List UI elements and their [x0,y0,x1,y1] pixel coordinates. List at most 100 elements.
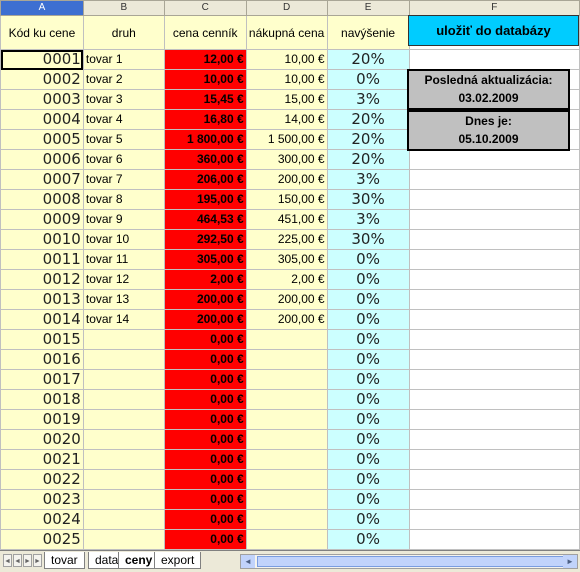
column-header-e[interactable]: E [326,0,410,16]
cell-druh[interactable] [82,369,165,390]
cell-druh[interactable]: tovar 14 [82,309,165,330]
cell-druh[interactable]: tovar 7 [82,169,165,190]
cell-nakup[interactable]: 300,00 € [245,149,328,170]
cell-f[interactable] [408,309,580,330]
cell-cena[interactable]: 10,00 € [163,69,247,90]
cell-cena[interactable]: 292,50 € [163,229,247,250]
cell-navysenie[interactable]: 0% [326,249,410,270]
cell-f[interactable] [408,349,580,370]
horizontal-scrollbar[interactable]: ◄ ► [240,554,578,569]
cell-cena[interactable]: 2,00 € [163,269,247,290]
cell-druh[interactable] [82,349,165,370]
cell-navysenie[interactable]: 3% [326,209,410,230]
cell-nakup[interactable]: 14,00 € [245,109,328,130]
header-cena[interactable]: cena cenník [163,15,247,50]
cell-navysenie[interactable]: 0% [326,529,410,550]
cell-f[interactable] [408,429,580,450]
cell-navysenie[interactable]: 0% [326,329,410,350]
next-sheet-icon[interactable]: ► [23,554,32,567]
cell-kod[interactable]: 0022 [0,469,84,490]
cell-navysenie[interactable]: 30% [326,229,410,250]
cell-f[interactable] [408,449,580,470]
cell-kod[interactable]: 0025 [0,529,84,550]
cell-cena[interactable]: 0,00 € [163,409,247,430]
cell-nakup[interactable] [245,389,328,410]
cell-druh[interactable]: tovar 11 [82,249,165,270]
cell-navysenie[interactable]: 0% [326,489,410,510]
cell-navysenie[interactable]: 0% [326,69,410,90]
cell-cena[interactable]: 0,00 € [163,469,247,490]
cell-cena[interactable]: 0,00 € [163,509,247,530]
cell-kod[interactable]: 0014 [0,309,84,330]
cell-f[interactable] [408,489,580,510]
cell-kod[interactable]: 0009 [0,209,84,230]
header-navysenie[interactable]: navýšenie [326,15,410,50]
sheet-tab-export[interactable]: export [154,552,202,569]
cell-cena[interactable]: 0,00 € [163,389,247,410]
cell-f[interactable] [408,529,580,550]
cell-nakup[interactable]: 200,00 € [245,309,328,330]
cell-nakup[interactable]: 10,00 € [245,49,328,70]
cell-cena[interactable]: 464,53 € [163,209,247,230]
cell-nakup[interactable]: 225,00 € [245,229,328,250]
cell-f[interactable] [408,269,580,290]
cell-druh[interactable] [82,449,165,470]
cell-f[interactable] [408,189,580,210]
cell-nakup[interactable] [245,469,328,490]
cell-nakup[interactable]: 1 500,00 € [245,129,328,150]
header-kod[interactable]: Kód ku cene [0,15,84,50]
cell-f[interactable] [408,169,580,190]
cell-nakup[interactable] [245,529,328,550]
cell-druh[interactable]: tovar 8 [82,189,165,210]
cell-nakup[interactable] [245,489,328,510]
cell-f[interactable] [408,369,580,390]
cell-f[interactable] [408,149,580,170]
cell-cena[interactable]: 305,00 € [163,249,247,270]
cell-druh[interactable] [82,429,165,450]
column-header-c[interactable]: C [163,0,247,16]
cell-druh[interactable]: tovar 3 [82,89,165,110]
cell-cena[interactable]: 200,00 € [163,309,247,330]
cell-nakup[interactable] [245,349,328,370]
cell-nakup[interactable] [245,449,328,470]
cell-druh[interactable] [82,529,165,550]
cell-cena[interactable]: 0,00 € [163,429,247,450]
cell-f[interactable] [408,329,580,350]
cell-nakup[interactable]: 305,00 € [245,249,328,270]
cell-f[interactable] [408,509,580,530]
cell-cena[interactable]: 0,00 € [163,349,247,370]
cell-navysenie[interactable]: 0% [326,469,410,490]
cell-druh[interactable]: tovar 13 [82,289,165,310]
cell-druh[interactable] [82,409,165,430]
cell-kod[interactable]: 0018 [0,389,84,410]
cell-f[interactable] [408,249,580,270]
cell-kod[interactable]: 0005 [0,129,84,150]
cell-nakup[interactable] [245,429,328,450]
cell-nakup[interactable]: 2,00 € [245,269,328,290]
cell-navysenie[interactable]: 0% [326,309,410,330]
cell-druh[interactable]: tovar 12 [82,269,165,290]
cell-navysenie[interactable]: 0% [326,509,410,530]
sheet-tab-tovar[interactable]: tovar [44,552,85,569]
cell-nakup[interactable] [245,329,328,350]
cell-cena[interactable]: 12,00 € [163,49,247,70]
save-to-database-button[interactable]: uložiť do databázy [408,15,579,46]
column-header-d[interactable]: D [245,0,328,16]
column-header-f[interactable]: F [408,0,580,16]
cell-cena[interactable]: 0,00 € [163,369,247,390]
cell-navysenie[interactable]: 0% [326,289,410,310]
spreadsheet-grid[interactable]: A B C D E F Kód ku cene druh cena cenník… [0,0,580,550]
cell-navysenie[interactable]: 20% [326,49,410,70]
cell-navysenie[interactable]: 20% [326,129,410,150]
column-header-a[interactable]: A [0,0,84,16]
cell-nakup[interactable] [245,369,328,390]
cell-nakup[interactable] [245,409,328,430]
cell-druh[interactable]: tovar 4 [82,109,165,130]
cell-f[interactable] [408,49,580,70]
cell-druh[interactable]: tovar 1 [82,49,165,70]
cell-navysenie[interactable]: 0% [326,269,410,290]
cell-kod[interactable]: 0007 [0,169,84,190]
cell-cena[interactable]: 200,00 € [163,289,247,310]
cell-nakup[interactable] [245,509,328,530]
cell-cena[interactable]: 360,00 € [163,149,247,170]
